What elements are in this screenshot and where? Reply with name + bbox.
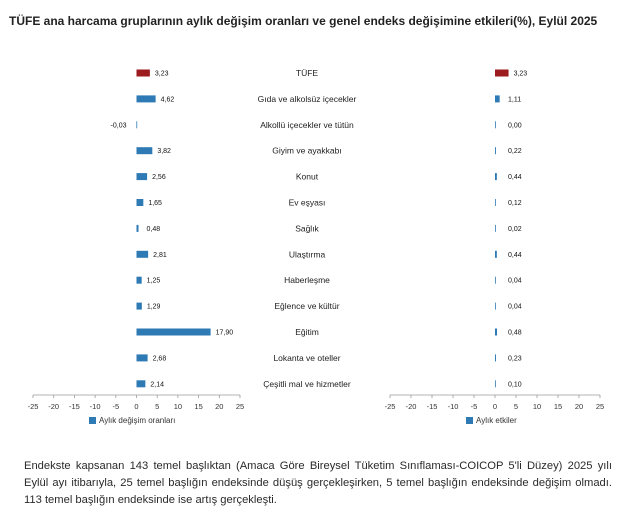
value-label: 0,44 bbox=[508, 252, 522, 259]
value-label: 3,23 bbox=[514, 71, 528, 78]
category-label: Sağlık bbox=[295, 223, 319, 233]
bar bbox=[495, 302, 496, 310]
bar bbox=[495, 69, 509, 77]
x-tick-label: 0 bbox=[493, 402, 497, 411]
value-label: 1,11 bbox=[508, 96, 521, 103]
bar bbox=[136, 302, 142, 310]
bar bbox=[495, 380, 496, 388]
category-label: Ev eşyası bbox=[289, 198, 326, 208]
x-tick-label: 10 bbox=[174, 402, 182, 411]
category-label: Ulaştırma bbox=[289, 249, 326, 259]
bar bbox=[495, 276, 496, 284]
category-label: Giyim ve ayakkabı bbox=[272, 146, 341, 156]
value-label: -0,03 bbox=[111, 122, 127, 129]
x-tick-label: 25 bbox=[236, 402, 244, 411]
x-tick-label: -10 bbox=[90, 402, 101, 411]
category-label: Gıda ve alkolsüz içecekler bbox=[258, 94, 357, 104]
x-tick-label: 15 bbox=[194, 402, 202, 411]
x-tick-label: -25 bbox=[28, 402, 39, 411]
x-tick-label: 15 bbox=[554, 402, 562, 411]
bar bbox=[136, 173, 148, 181]
value-label: 17,90 bbox=[216, 330, 234, 337]
value-label: 0,04 bbox=[508, 278, 522, 285]
value-label: 0,44 bbox=[508, 174, 522, 181]
x-tick-label: -15 bbox=[427, 402, 438, 411]
category-label: Konut bbox=[296, 172, 319, 182]
value-label: 0,23 bbox=[508, 355, 522, 362]
bar bbox=[136, 147, 153, 155]
x-tick-label: -20 bbox=[48, 402, 59, 411]
category-label: Çeşitli mal ve hizmetler bbox=[263, 379, 351, 389]
value-label: 2,56 bbox=[152, 174, 166, 181]
bar bbox=[136, 250, 149, 258]
value-label: 4,62 bbox=[161, 96, 175, 103]
legend-swatch bbox=[466, 417, 473, 424]
x-tick-label: 25 bbox=[596, 402, 604, 411]
chart-svg: TÜFE Gıda ve alkolsüz içecekler Alkollü iç… bbox=[28, 68, 605, 425]
value-label: 2,14 bbox=[150, 381, 164, 388]
chart-figure: TÜFE Gıda ve alkolsüz içecekler Alkollü iç… bbox=[28, 68, 605, 425]
x-tick-label: -15 bbox=[69, 402, 80, 411]
x-tick-label: 10 bbox=[533, 402, 541, 411]
bar bbox=[136, 354, 148, 362]
x-tick-label: 5 bbox=[155, 402, 159, 411]
bar bbox=[495, 328, 498, 336]
bar bbox=[495, 224, 496, 232]
bar bbox=[136, 276, 142, 284]
category-label: Eğitim bbox=[295, 327, 319, 337]
category-label: TÜFE bbox=[296, 68, 319, 78]
value-label: 1,65 bbox=[148, 200, 162, 207]
value-label: 2,68 bbox=[153, 355, 167, 362]
legend-swatch bbox=[89, 417, 96, 424]
x-tick-label: -5 bbox=[471, 402, 478, 411]
bar bbox=[136, 95, 156, 103]
bar bbox=[136, 380, 146, 388]
value-label: 0,02 bbox=[508, 226, 522, 233]
x-tick-label: -10 bbox=[448, 402, 459, 411]
bar bbox=[136, 328, 211, 336]
footnote-text: Endekste kapsanan 143 temel başlıktan (A… bbox=[24, 460, 612, 506]
value-label: 3,23 bbox=[155, 71, 169, 78]
bar bbox=[136, 199, 144, 206]
bar bbox=[495, 250, 497, 258]
value-label: 0,48 bbox=[147, 226, 161, 233]
value-label: 0,12 bbox=[508, 200, 522, 207]
bar bbox=[495, 121, 496, 129]
value-label: 0,22 bbox=[508, 148, 522, 155]
legend-label: Aylık etkiler bbox=[476, 416, 517, 425]
category-label: Lokanta ve oteller bbox=[273, 353, 340, 363]
bar bbox=[495, 199, 496, 206]
value-label: 0,10 bbox=[508, 381, 522, 388]
bar bbox=[136, 121, 138, 129]
x-tick-label: -20 bbox=[406, 402, 417, 411]
bar bbox=[495, 173, 497, 181]
value-label: 0,48 bbox=[508, 330, 522, 337]
x-tick-label: 0 bbox=[134, 402, 138, 411]
x-tick-label: 5 bbox=[514, 402, 518, 411]
x-tick-label: 20 bbox=[575, 402, 583, 411]
value-label: 2,81 bbox=[153, 252, 167, 259]
category-label: Eğlence ve kültür bbox=[274, 301, 339, 311]
value-label: 3,82 bbox=[157, 148, 171, 155]
category-label: Alkollü içecekler ve tütün bbox=[260, 120, 354, 130]
value-label: 1,25 bbox=[147, 278, 161, 285]
legend-label: Aylık değişim oranları bbox=[99, 416, 175, 425]
bar bbox=[136, 69, 150, 77]
value-label: 0,04 bbox=[508, 304, 522, 311]
category-label: Haberleşme bbox=[284, 275, 330, 285]
bar bbox=[495, 354, 496, 362]
x-tick-label: 20 bbox=[215, 402, 223, 411]
value-label: 1,29 bbox=[147, 304, 161, 311]
bar bbox=[495, 95, 500, 103]
bar bbox=[495, 147, 496, 155]
value-label: 0,00 bbox=[508, 122, 522, 129]
bar bbox=[136, 224, 139, 232]
x-tick-label: -25 bbox=[385, 402, 396, 411]
x-tick-label: -5 bbox=[112, 402, 119, 411]
chart-title: TÜFE ana harcama gruplarının aylık değiş… bbox=[9, 14, 598, 28]
